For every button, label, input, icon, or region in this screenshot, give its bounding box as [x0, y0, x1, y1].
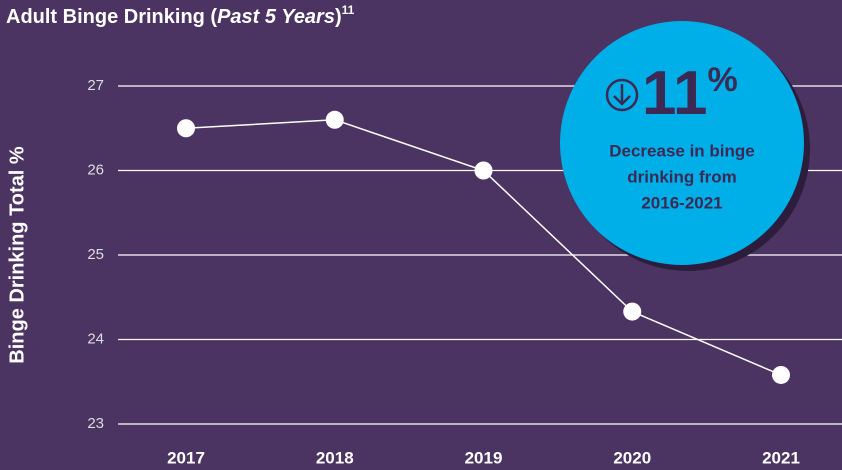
- headline-number: 11: [642, 59, 708, 128]
- x-tick-label: 2019: [465, 448, 503, 467]
- y-tick-label: 24: [87, 330, 104, 347]
- y-tick-label: 23: [87, 415, 104, 432]
- data-point: [623, 302, 642, 321]
- y-tick-label: 25: [87, 246, 104, 263]
- x-tick-label: 2017: [167, 448, 205, 467]
- data-point: [474, 161, 493, 180]
- title-part: ): [335, 6, 342, 28]
- data-point: [325, 110, 344, 129]
- data-point: [772, 365, 790, 384]
- y-tick-label: 27: [87, 77, 104, 94]
- y-axis-label: Binge Drinking Total %: [6, 146, 28, 364]
- title-part: Past 5 Years: [217, 6, 335, 28]
- y-tick-label: 26: [87, 161, 104, 178]
- callout-text: 2016-2021: [641, 193, 722, 212]
- x-tick-label: 2018: [316, 448, 354, 467]
- title-footnote: 11: [342, 3, 355, 17]
- x-tick-label: 2020: [613, 448, 651, 467]
- callout-circle: [560, 21, 804, 265]
- chart-title: Adult Binge Drinking (Past 5 Years)11: [6, 3, 355, 28]
- x-tick-label: 2021: [762, 448, 800, 467]
- callout-text: Decrease in binge: [609, 141, 755, 160]
- down-icon: [605, 78, 639, 112]
- headline-unit: %: [708, 61, 738, 99]
- callout-headline: 11%: [642, 59, 738, 128]
- callout-text: drinking from: [627, 167, 737, 186]
- data-point: [177, 119, 195, 138]
- title-part: Adult Binge Drinking (: [6, 6, 217, 28]
